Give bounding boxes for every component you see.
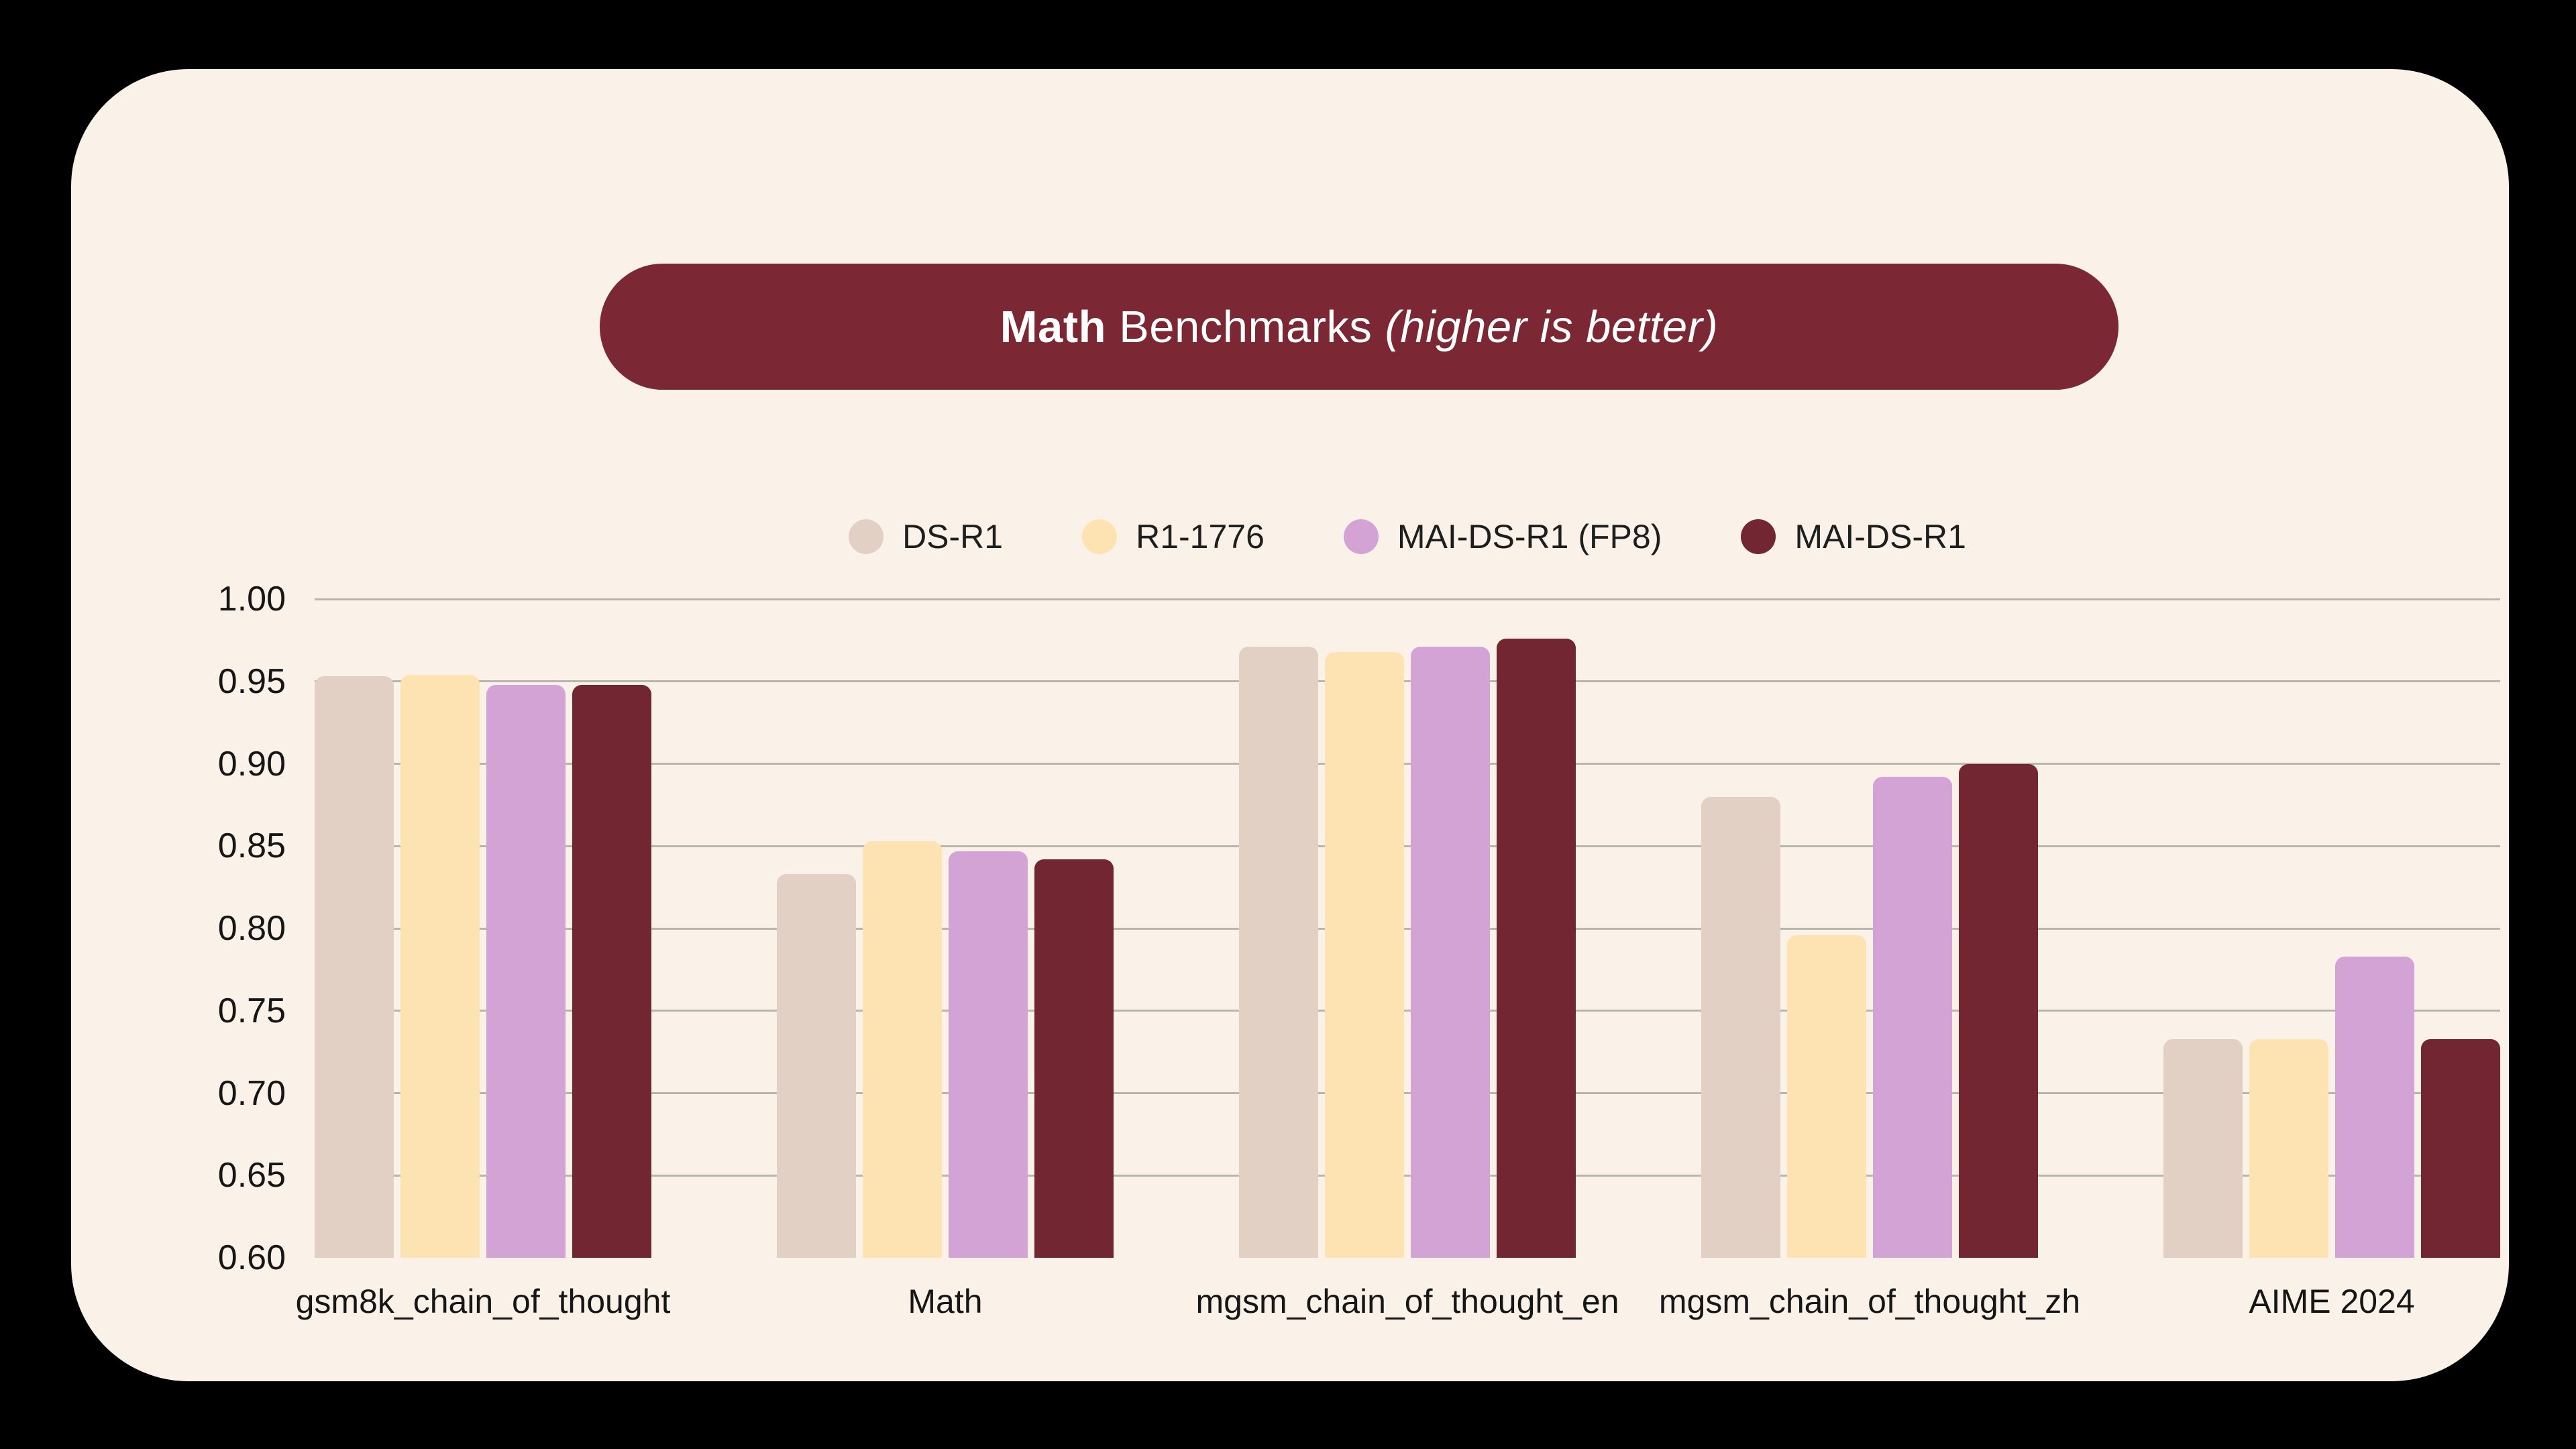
bar-mai-ds-r1-fp8-mgsm-chain-of-thought-en — [1411, 647, 1490, 1258]
gridline — [315, 598, 2500, 600]
x-axis-category-label: mgsm_chain_of_thought_en — [1195, 1283, 1619, 1320]
gridline — [315, 927, 2500, 930]
y-axis-tick-label: 0.60 — [217, 1238, 286, 1277]
legend-item-mai-ds-r1: MAI-DS-R1 — [1741, 517, 1966, 556]
bar-r1-1776-gsm8k-chain-of-thought — [400, 674, 480, 1258]
legend-label: DS-R1 — [902, 518, 1004, 555]
plot-area — [315, 599, 2500, 1258]
legend-label: MAI-DS-R1 — [1794, 518, 1966, 555]
legend-dot-icon — [1082, 519, 1118, 554]
bar-ds-r1-aime-2024 — [2163, 1038, 2243, 1258]
gridline — [315, 1174, 2500, 1177]
bar-mai-ds-r1-fp8-gsm8k-chain-of-thought — [486, 684, 566, 1258]
bar-mai-ds-r1-fp8-mgsm-chain-of-thought-zh — [1873, 777, 1952, 1258]
y-axis-tick-label: 0.80 — [217, 909, 286, 948]
y-axis-tick-label: 0.75 — [217, 991, 286, 1030]
bar-group-math — [777, 599, 1114, 1258]
x-axis: gsm8k_chain_of_thought Math mgsm_chain_of_… — [295, 1282, 2500, 1321]
legend-item-ds-r1: DS-R1 — [849, 517, 1003, 556]
bar-ds-r1-math — [777, 874, 856, 1258]
x-axis-category-label: gsm8k_chain_of_thought — [295, 1283, 671, 1320]
legend-label: MAI-DS-R1 (FP8) — [1397, 518, 1662, 555]
bar-group-mgsm-chain-of-thought-zh — [1701, 599, 2038, 1258]
legend-dot-icon — [1741, 519, 1776, 554]
bar-mai-ds-r1-mgsm-chain-of-thought-en — [1497, 638, 1576, 1258]
y-axis-tick-label: 0.70 — [217, 1073, 286, 1113]
bar-mai-ds-r1-mgsm-chain-of-thought-zh — [1959, 763, 2038, 1258]
bar-r1-1776-mgsm-chain-of-thought-zh — [1787, 934, 1866, 1258]
bar-group-mgsm-chain-of-thought-en — [1239, 599, 1576, 1258]
x-axis-category-label: mgsm_chain_of_thought_zh — [1658, 1283, 2081, 1320]
title-main-word: Benchmarks — [1119, 301, 1373, 352]
title-subtitle: (higher is better) — [1385, 301, 1719, 352]
bar-r1-1776-aime-2024 — [2249, 1038, 2328, 1258]
bar-group-aime-2024 — [2163, 599, 2500, 1258]
bar-mai-ds-r1-math — [1034, 859, 1114, 1258]
bar-mai-ds-r1-aime-2024 — [2421, 1038, 2500, 1258]
legend-label: R1-1776 — [1136, 518, 1265, 555]
chart-card: Math Benchmarks (higher is better) DS-R1… — [71, 69, 2509, 1381]
gridline — [315, 763, 2500, 765]
legend-item-r1-1776: R1-1776 — [1082, 517, 1265, 556]
gridline — [315, 680, 2500, 683]
bar-r1-1776-math — [863, 841, 942, 1258]
gridline — [315, 845, 2500, 847]
bar-ds-r1-mgsm-chain-of-thought-en — [1239, 647, 1318, 1258]
bar-ds-r1-mgsm-chain-of-thought-zh — [1701, 796, 1780, 1258]
x-axis-category-label: AIME 2024 — [2249, 1283, 2415, 1320]
legend-dot-icon — [849, 519, 884, 554]
title-bold-word: Math — [1000, 301, 1107, 352]
legend-dot-icon — [1343, 519, 1379, 554]
gridline — [315, 1092, 2500, 1094]
bar-mai-ds-r1-fp8-math — [949, 851, 1028, 1258]
x-axis-category-label: Math — [908, 1283, 983, 1320]
legend: DS-R1 R1-1776 MAI-DS-R1 (FP8) MAI-DS-R1 — [315, 513, 2500, 560]
bar-r1-1776-mgsm-chain-of-thought-en — [1325, 651, 1404, 1258]
y-axis-tick-label: 0.85 — [217, 826, 286, 866]
bar-group-gsm8k-chain-of-thought — [315, 599, 651, 1258]
bar-ds-r1-gsm8k-chain-of-thought — [315, 676, 394, 1258]
y-axis-tick-label: 0.65 — [217, 1156, 286, 1195]
legend-item-mai-ds-r1-fp8: MAI-DS-R1 (FP8) — [1343, 517, 1662, 556]
y-axis-tick-label: 0.95 — [217, 661, 286, 701]
bar-mai-ds-r1-fp8-aime-2024 — [2335, 956, 2414, 1258]
chart-title-banner: Math Benchmarks (higher is better) — [600, 264, 2118, 390]
gridline — [315, 1010, 2500, 1012]
y-axis-tick-label: 1.00 — [217, 580, 286, 619]
bar-mai-ds-r1-gsm8k-chain-of-thought — [572, 684, 651, 1258]
y-axis-tick-label: 0.90 — [217, 744, 286, 784]
